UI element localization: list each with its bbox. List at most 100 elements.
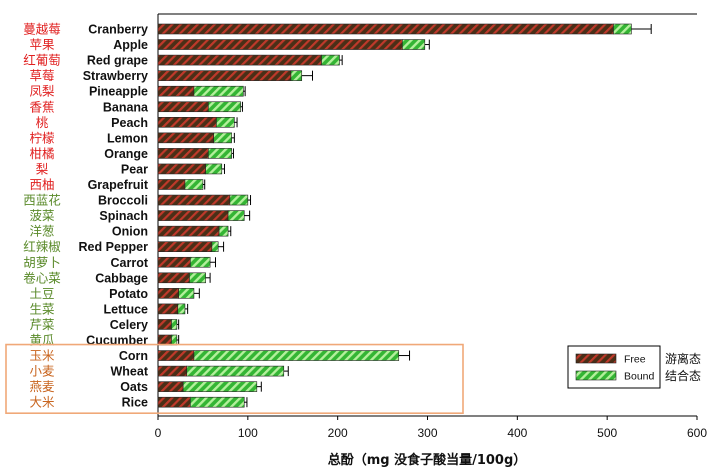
legend-label-bound: Bound [624, 371, 655, 383]
category-label: Cabbage [95, 271, 148, 285]
bar-free-corn [157, 350, 195, 361]
x-axis-title: 总酚（mg 没食子酸当量/100g） [328, 452, 527, 468]
bar-bound-cranberry [613, 23, 632, 35]
category-label-zh: 红辣椒 [23, 239, 61, 254]
category-label: Lemon [107, 131, 148, 145]
category-label-zh: 小麦 [29, 364, 55, 379]
legend-label-bound-zh: 结合态 [665, 368, 701, 383]
bar-free-potato [157, 288, 179, 299]
x-tick-label: 0 [155, 426, 162, 440]
x-ticks: 0 100 200 300 400 500 600 [155, 416, 707, 440]
x-tick-label: 300 [417, 426, 437, 440]
bar-bound-strawberry [290, 70, 303, 81]
legend-swatch-bound [575, 370, 617, 381]
legend-label-free: Free [624, 354, 646, 366]
category-label: Red Pepper [79, 240, 149, 254]
category-label-zh: 桃 [36, 115, 49, 130]
legend-label-free-zh: 游离态 [665, 351, 701, 366]
bar-free-grapefruit [157, 179, 186, 190]
x-tick-label: 400 [507, 426, 527, 440]
category-label: Peach [111, 116, 148, 130]
category-label: Orange [104, 147, 148, 161]
category-label: Cranberry [88, 23, 148, 37]
bar-free-cabbage [157, 272, 190, 284]
bar-free-celery [157, 319, 172, 330]
bar-free-peach [157, 117, 217, 128]
bar-free-wheat [157, 365, 188, 377]
bar-bound-wheat [186, 365, 285, 377]
category-label: Broccoli [98, 194, 148, 208]
bar-bound-orange [208, 148, 232, 159]
grain-highlight [5, 343, 464, 414]
bar-free-lemon [157, 132, 214, 144]
category-label: Pear [121, 162, 148, 176]
category-label: Pineapple [89, 85, 148, 99]
category-label-zh: 卷心菜 [23, 270, 61, 285]
category-label-zh: 玉米 [29, 348, 55, 363]
category-label-zh: 西柚 [29, 177, 54, 192]
bar-bound-corn [193, 350, 400, 361]
category-label: Cucumber [86, 334, 148, 348]
category-label-zh: 柠檬 [29, 130, 54, 145]
category-label-zh: 梨 [36, 161, 49, 176]
category-label: Grapefruit [88, 178, 149, 192]
bar-bound-red-grape [321, 54, 340, 66]
category-label: Rice [122, 396, 148, 410]
bar-bound-cucumber [171, 334, 178, 346]
bar-free-carrot [157, 256, 191, 268]
category-label: Spinach [99, 209, 148, 223]
category-label: Apple [113, 38, 148, 52]
bar-free-rice [157, 396, 191, 408]
bar-free-banana [157, 101, 209, 113]
bar-free-oats [157, 381, 184, 392]
bar-bound-red-pepper [211, 241, 219, 252]
category-label-zh: 生菜 [29, 301, 55, 316]
category-label-zh: 洋葱 [29, 224, 54, 239]
bar-bound-spinach [227, 210, 245, 221]
bar-bound-onion [218, 225, 229, 237]
bar-bound-grapefruit [184, 179, 204, 190]
highlight-box [5, 343, 464, 414]
bar-free-spinach [157, 210, 229, 221]
category-label-zh: 蔓越莓 [23, 22, 61, 37]
category-label-zh: 胡萝卜 [23, 255, 61, 270]
bar-bound-lettuce [177, 303, 186, 315]
category-label-zh: 土豆 [29, 286, 54, 301]
bar-bound-banana [208, 101, 241, 113]
bar-bound-potato [178, 288, 195, 299]
category-label-zh: 红葡萄 [23, 53, 61, 68]
category-label: Onion [112, 225, 148, 239]
category-label-zh: 草莓 [29, 68, 54, 83]
bar-free-red-grape [157, 54, 322, 66]
bar-bound-broccoli [229, 194, 249, 206]
bar-free-lettuce [157, 303, 179, 315]
x-tick-label: 200 [328, 426, 348, 440]
category-label: Carrot [110, 256, 148, 270]
category-labels: Cranberry 蔓越莓 Apple 苹果 Red grape 红葡萄 Strawberr… [23, 22, 149, 410]
bar-free-apple [157, 39, 403, 50]
bar-bound-peach [216, 117, 235, 128]
bar-free-pineapple [157, 85, 195, 97]
category-label: Corn [119, 349, 148, 363]
category-label: Lettuce [104, 302, 149, 316]
x-tick-label: 500 [597, 426, 617, 440]
category-label-zh: 菠菜 [29, 208, 55, 223]
bar-free-broccoli [157, 194, 231, 206]
category-label-zh: 香蕉 [29, 99, 54, 114]
category-label-zh: 柑橘 [29, 146, 54, 161]
category-label: Wheat [111, 365, 149, 379]
bars [157, 23, 652, 408]
category-label: Banana [103, 100, 149, 114]
bar-free-red-pepper [157, 241, 213, 252]
category-label: Potato [109, 287, 148, 301]
bar-free-pear [157, 163, 206, 175]
legend-swatch-free [575, 353, 617, 364]
bar-free-cranberry [157, 23, 614, 35]
x-tick-label: 600 [687, 426, 707, 440]
x-tick-label: 100 [238, 426, 258, 440]
bar-bound-apple [402, 39, 426, 50]
category-label: Red grape [87, 54, 148, 68]
category-label-zh: 燕麦 [29, 379, 55, 394]
bar-bound-cabbage [189, 272, 206, 284]
